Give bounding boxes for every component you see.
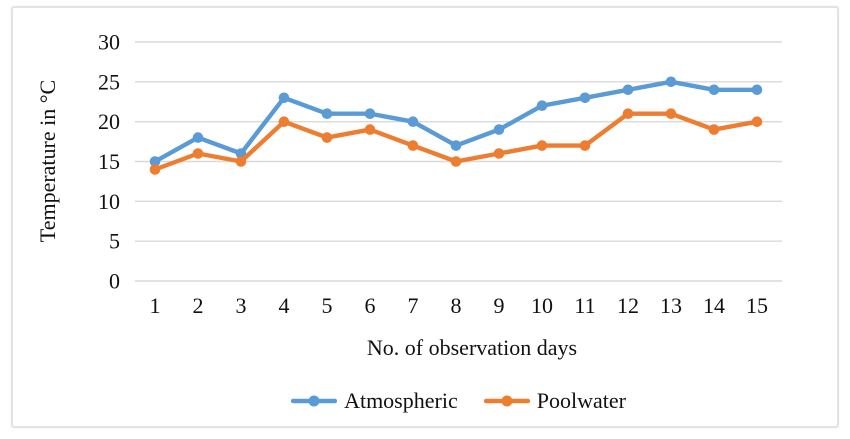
- legend-label-poolwater: Poolwater: [536, 388, 626, 413]
- data-point-atmospheric: [450, 140, 462, 151]
- x-tick-label: 15: [746, 293, 768, 318]
- data-point-atmospheric: [364, 108, 376, 119]
- x-tick-label: 4: [279, 293, 290, 318]
- chart-frame: [11, 6, 839, 428]
- data-point-atmospheric: [278, 92, 290, 104]
- x-tick-label: 10: [531, 293, 553, 318]
- data-point-poolwater: [493, 148, 505, 159]
- data-point-poolwater: [407, 140, 419, 151]
- x-tick-label: 11: [574, 293, 595, 318]
- data-point-poolwater: [751, 116, 763, 127]
- data-point-atmospheric: [622, 84, 634, 96]
- x-tick-label: 2: [193, 293, 204, 318]
- data-point-atmospheric: [407, 116, 419, 127]
- legend: Atmospheric Poolwater: [135, 388, 782, 414]
- data-point-poolwater: [321, 132, 333, 143]
- data-point-poolwater: [536, 140, 548, 151]
- data-point-poolwater: [622, 108, 634, 119]
- x-tick-label: 5: [322, 293, 333, 318]
- data-point-atmospheric: [321, 108, 333, 119]
- legend-label-atmospheric: Atmospheric: [344, 388, 458, 413]
- legend-item-atmospheric: Atmospheric: [291, 388, 458, 414]
- y-tick-label: 30: [98, 30, 120, 55]
- x-tick-label: 6: [365, 293, 376, 318]
- legend-item-poolwater: Poolwater: [483, 388, 626, 414]
- y-tick-label: 20: [98, 109, 120, 134]
- legend-line-marker-icon: [291, 395, 338, 407]
- x-tick-label: 1: [150, 293, 161, 318]
- y-tick-label: 0: [109, 269, 120, 294]
- data-point-atmospheric: [751, 84, 763, 96]
- x-tick-label: 8: [451, 293, 462, 318]
- y-axis-title: Temperature in °C: [35, 79, 60, 243]
- y-tick-label: 15: [98, 149, 120, 174]
- x-axis-title: No. of observation days: [366, 335, 578, 360]
- legend-line-marker-icon: [483, 395, 530, 407]
- x-tick-label: 3: [236, 293, 247, 318]
- x-tick-label: 9: [494, 293, 505, 318]
- data-point-poolwater: [579, 140, 591, 151]
- data-point-atmospheric: [665, 76, 677, 88]
- data-point-poolwater: [192, 148, 204, 159]
- data-point-atmospheric: [493, 124, 505, 135]
- data-point-poolwater: [364, 124, 376, 135]
- data-point-atmospheric: [192, 132, 204, 143]
- data-point-poolwater: [235, 156, 247, 167]
- data-point-poolwater: [665, 108, 677, 119]
- data-point-atmospheric: [149, 156, 161, 167]
- data-point-poolwater: [450, 156, 462, 167]
- data-point-poolwater: [708, 124, 720, 135]
- x-tick-label: 14: [703, 293, 725, 318]
- x-tick-label: 13: [660, 293, 682, 318]
- x-tick-label: 12: [617, 293, 639, 318]
- data-point-atmospheric: [708, 84, 720, 96]
- x-tick-label: 7: [408, 293, 419, 318]
- data-point-poolwater: [149, 164, 161, 175]
- y-tick-label: 25: [98, 69, 120, 94]
- data-point-poolwater: [278, 116, 290, 127]
- y-tick-label: 5: [109, 229, 120, 254]
- y-tick-label: 10: [98, 189, 120, 214]
- data-point-atmospheric: [579, 92, 591, 104]
- data-point-atmospheric: [536, 100, 548, 111]
